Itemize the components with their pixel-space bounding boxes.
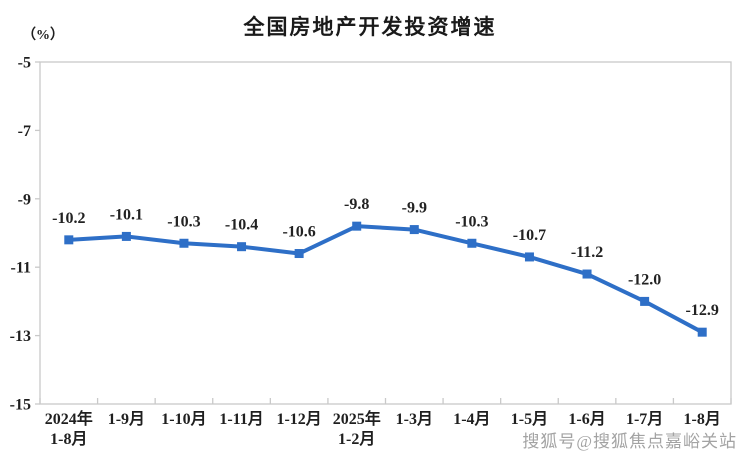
data-label: -10.3 <box>167 213 200 230</box>
data-point-marker <box>409 225 419 235</box>
x-axis-label: 1-8月 <box>684 410 721 428</box>
x-axis-label: 1-5月 <box>511 410 548 428</box>
x-axis-label: 1-12月 <box>276 410 321 428</box>
data-point-marker <box>64 235 74 245</box>
data-label: -10.7 <box>513 227 546 244</box>
data-point-marker <box>179 238 189 248</box>
x-axis-label: 1-3月 <box>396 410 433 428</box>
series-line <box>66 224 705 335</box>
data-point-marker <box>121 231 131 241</box>
x-axis-label: 1-10月 <box>161 410 206 428</box>
data-point-marker <box>640 296 650 306</box>
watermark: 搜狐号@搜狐焦点嘉峪关站 <box>522 432 737 451</box>
data-label: -10.2 <box>52 210 85 227</box>
data-label: -10.6 <box>282 224 315 241</box>
data-point-marker <box>697 327 707 337</box>
data-label: -9.9 <box>402 200 427 217</box>
y-axis-tick-label: -15 <box>10 397 31 414</box>
plot-border <box>39 61 732 405</box>
x-axis-label: 2024年 1-8月 <box>45 409 93 448</box>
x-axis-label: 1-9月 <box>108 410 145 428</box>
y-axis-tick-label: -13 <box>10 328 31 345</box>
data-label: -10.3 <box>455 213 488 230</box>
data-point-marker <box>524 252 534 262</box>
data-point-marker <box>352 221 362 231</box>
x-axis-label: 2025年 1-2月 <box>333 409 381 448</box>
x-axis-label: 1-7月 <box>626 410 663 428</box>
data-point-marker <box>237 242 247 252</box>
data-label: -12.9 <box>686 302 719 319</box>
y-axis-tick-label: -7 <box>18 123 31 140</box>
x-axis-label: 1-4月 <box>453 410 490 428</box>
x-axis-label: 1-6月 <box>568 410 605 428</box>
data-label: -12.0 <box>628 271 661 288</box>
data-point-marker <box>294 249 304 259</box>
data-label: -10.1 <box>110 206 143 223</box>
y-axis-tick-label: -9 <box>18 191 31 208</box>
data-label: -10.4 <box>225 217 258 234</box>
y-axis-tick-label: -11 <box>11 260 31 277</box>
data-label: -9.8 <box>344 196 369 213</box>
x-axis-label: 1-11月 <box>219 410 263 428</box>
data-point-marker <box>582 269 592 279</box>
y-axis-unit-label: （%） <box>22 28 64 43</box>
data-label: -11.2 <box>571 244 603 261</box>
data-point-marker <box>467 238 477 248</box>
chart-title: 全国房地产开发投资增速 <box>243 16 497 39</box>
y-axis-tick-label: -5 <box>18 55 31 72</box>
